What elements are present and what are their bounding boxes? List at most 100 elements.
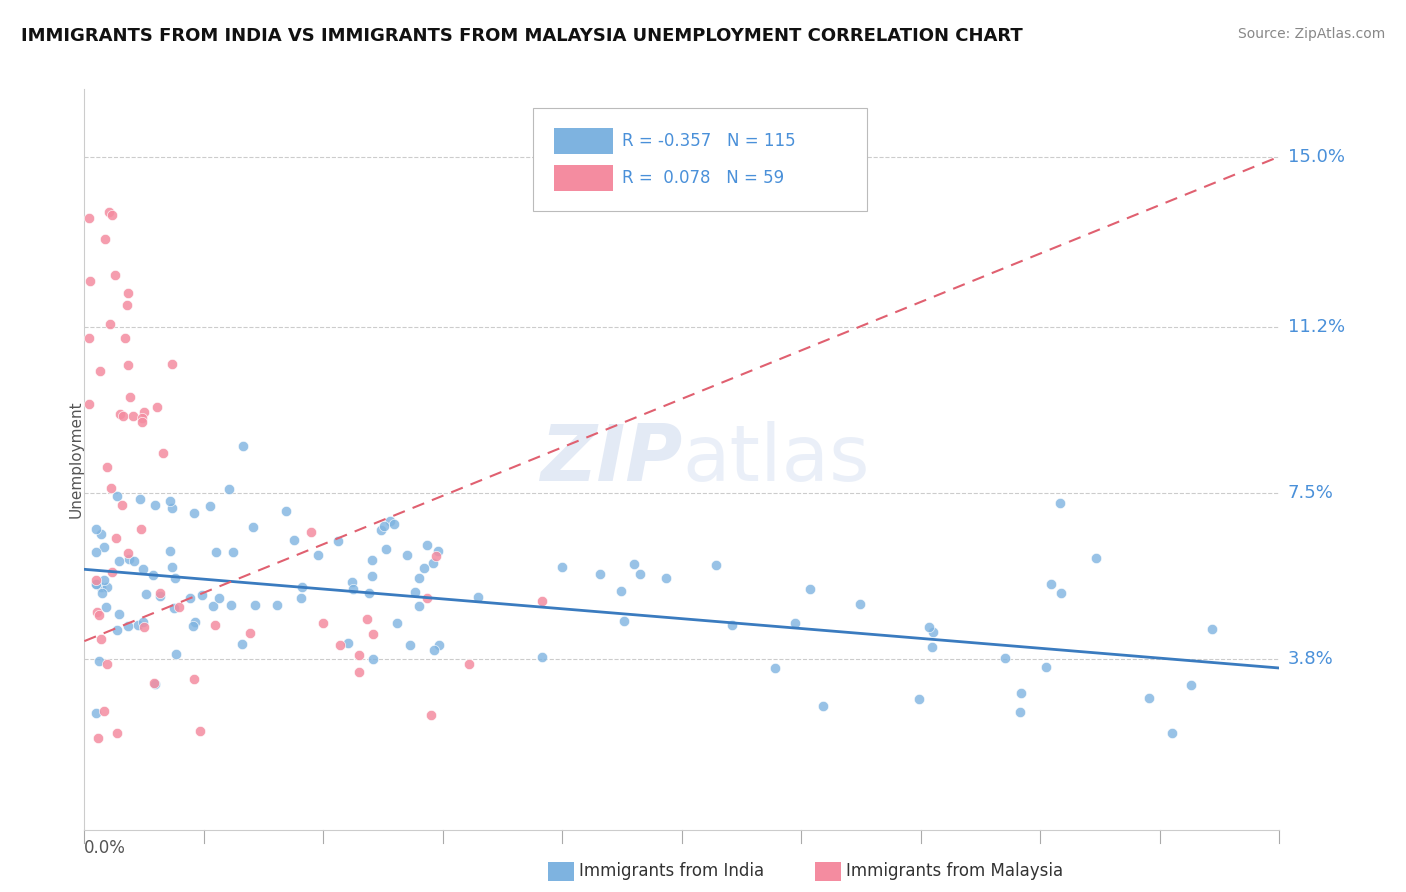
Point [93, 232, 115, 246]
Point [201, 599, 224, 614]
Point [218, 483, 240, 497]
Text: 11.2%: 11.2% [1288, 318, 1346, 336]
Point [243, 598, 266, 612]
Point [105, 623, 128, 637]
Point [183, 615, 205, 629]
Point [115, 297, 138, 311]
Point [127, 617, 149, 632]
Point [221, 598, 243, 612]
Point [399, 639, 422, 653]
Point [613, 614, 636, 628]
Point [135, 587, 157, 601]
Point [413, 561, 436, 575]
Point [100, 482, 122, 496]
Point [242, 520, 264, 534]
Point [86, 605, 108, 619]
Point [98, 205, 121, 219]
Point [96, 459, 118, 474]
Point [143, 498, 166, 512]
Point [121, 409, 143, 423]
Point [132, 620, 155, 634]
Point [163, 571, 186, 585]
Point [90, 632, 112, 646]
Point [93, 540, 115, 554]
Point [395, 548, 418, 562]
Point [551, 560, 574, 574]
Point [77, 397, 100, 411]
Point [1201, 622, 1223, 636]
Text: 15.0%: 15.0% [1288, 147, 1344, 166]
Point [299, 524, 322, 539]
Point [86, 577, 108, 591]
Point [908, 692, 931, 706]
Point [373, 518, 395, 533]
Point [1049, 496, 1071, 510]
Point [415, 538, 437, 552]
Text: Immigrants from Malaysia: Immigrants from Malaysia [846, 863, 1063, 880]
Point [131, 561, 153, 575]
Point [340, 574, 363, 589]
Point [408, 599, 430, 613]
Point [423, 642, 446, 657]
Point [231, 637, 253, 651]
Point [420, 708, 443, 723]
Point [1085, 551, 1108, 566]
Point [222, 544, 245, 558]
Point [361, 569, 384, 583]
Point [467, 590, 489, 604]
Point [91, 586, 114, 600]
Point [232, 439, 254, 453]
Point [921, 640, 943, 654]
Point [811, 699, 834, 714]
Point [721, 617, 744, 632]
Point [108, 408, 131, 422]
Text: Source: ZipAtlas.com: Source: ZipAtlas.com [1237, 27, 1385, 41]
Point [149, 590, 172, 604]
Point [105, 490, 128, 504]
Point [530, 594, 553, 608]
Point [799, 582, 821, 597]
Point [159, 543, 181, 558]
Point [531, 650, 554, 665]
Point [329, 638, 352, 652]
Point [1039, 577, 1062, 591]
Point [704, 558, 727, 573]
Point [415, 591, 437, 605]
Point [142, 676, 165, 690]
Point [132, 615, 155, 629]
Point [655, 571, 678, 585]
Point [404, 585, 426, 599]
Point [311, 615, 333, 630]
Point [86, 577, 108, 591]
Point [361, 553, 384, 567]
Point [1010, 705, 1032, 719]
Point [427, 638, 450, 652]
Point [90, 527, 112, 541]
Point [385, 615, 408, 630]
Point [266, 598, 288, 612]
Point [623, 557, 645, 571]
Point [160, 357, 183, 371]
Point [342, 582, 364, 597]
Point [183, 672, 205, 686]
Point [336, 636, 359, 650]
Point [105, 531, 128, 545]
Text: IMMIGRANTS FROM INDIA VS IMMIGRANTS FROM MALAYSIA UNEMPLOYMENT CORRELATION CHART: IMMIGRANTS FROM INDIA VS IMMIGRANTS FROM… [21, 27, 1022, 45]
Point [77, 331, 100, 345]
FancyBboxPatch shape [554, 165, 613, 191]
Point [849, 598, 872, 612]
Point [191, 588, 214, 602]
Point [101, 566, 124, 580]
Point [159, 493, 181, 508]
Text: Immigrants from India: Immigrants from India [579, 863, 765, 880]
Point [326, 533, 349, 548]
Point [108, 553, 131, 567]
Point [111, 498, 134, 512]
Point [131, 415, 153, 429]
Point [142, 567, 165, 582]
Point [179, 591, 201, 605]
Point [181, 619, 204, 633]
Point [205, 545, 228, 559]
Point [361, 627, 384, 641]
Text: atlas: atlas [682, 421, 869, 498]
